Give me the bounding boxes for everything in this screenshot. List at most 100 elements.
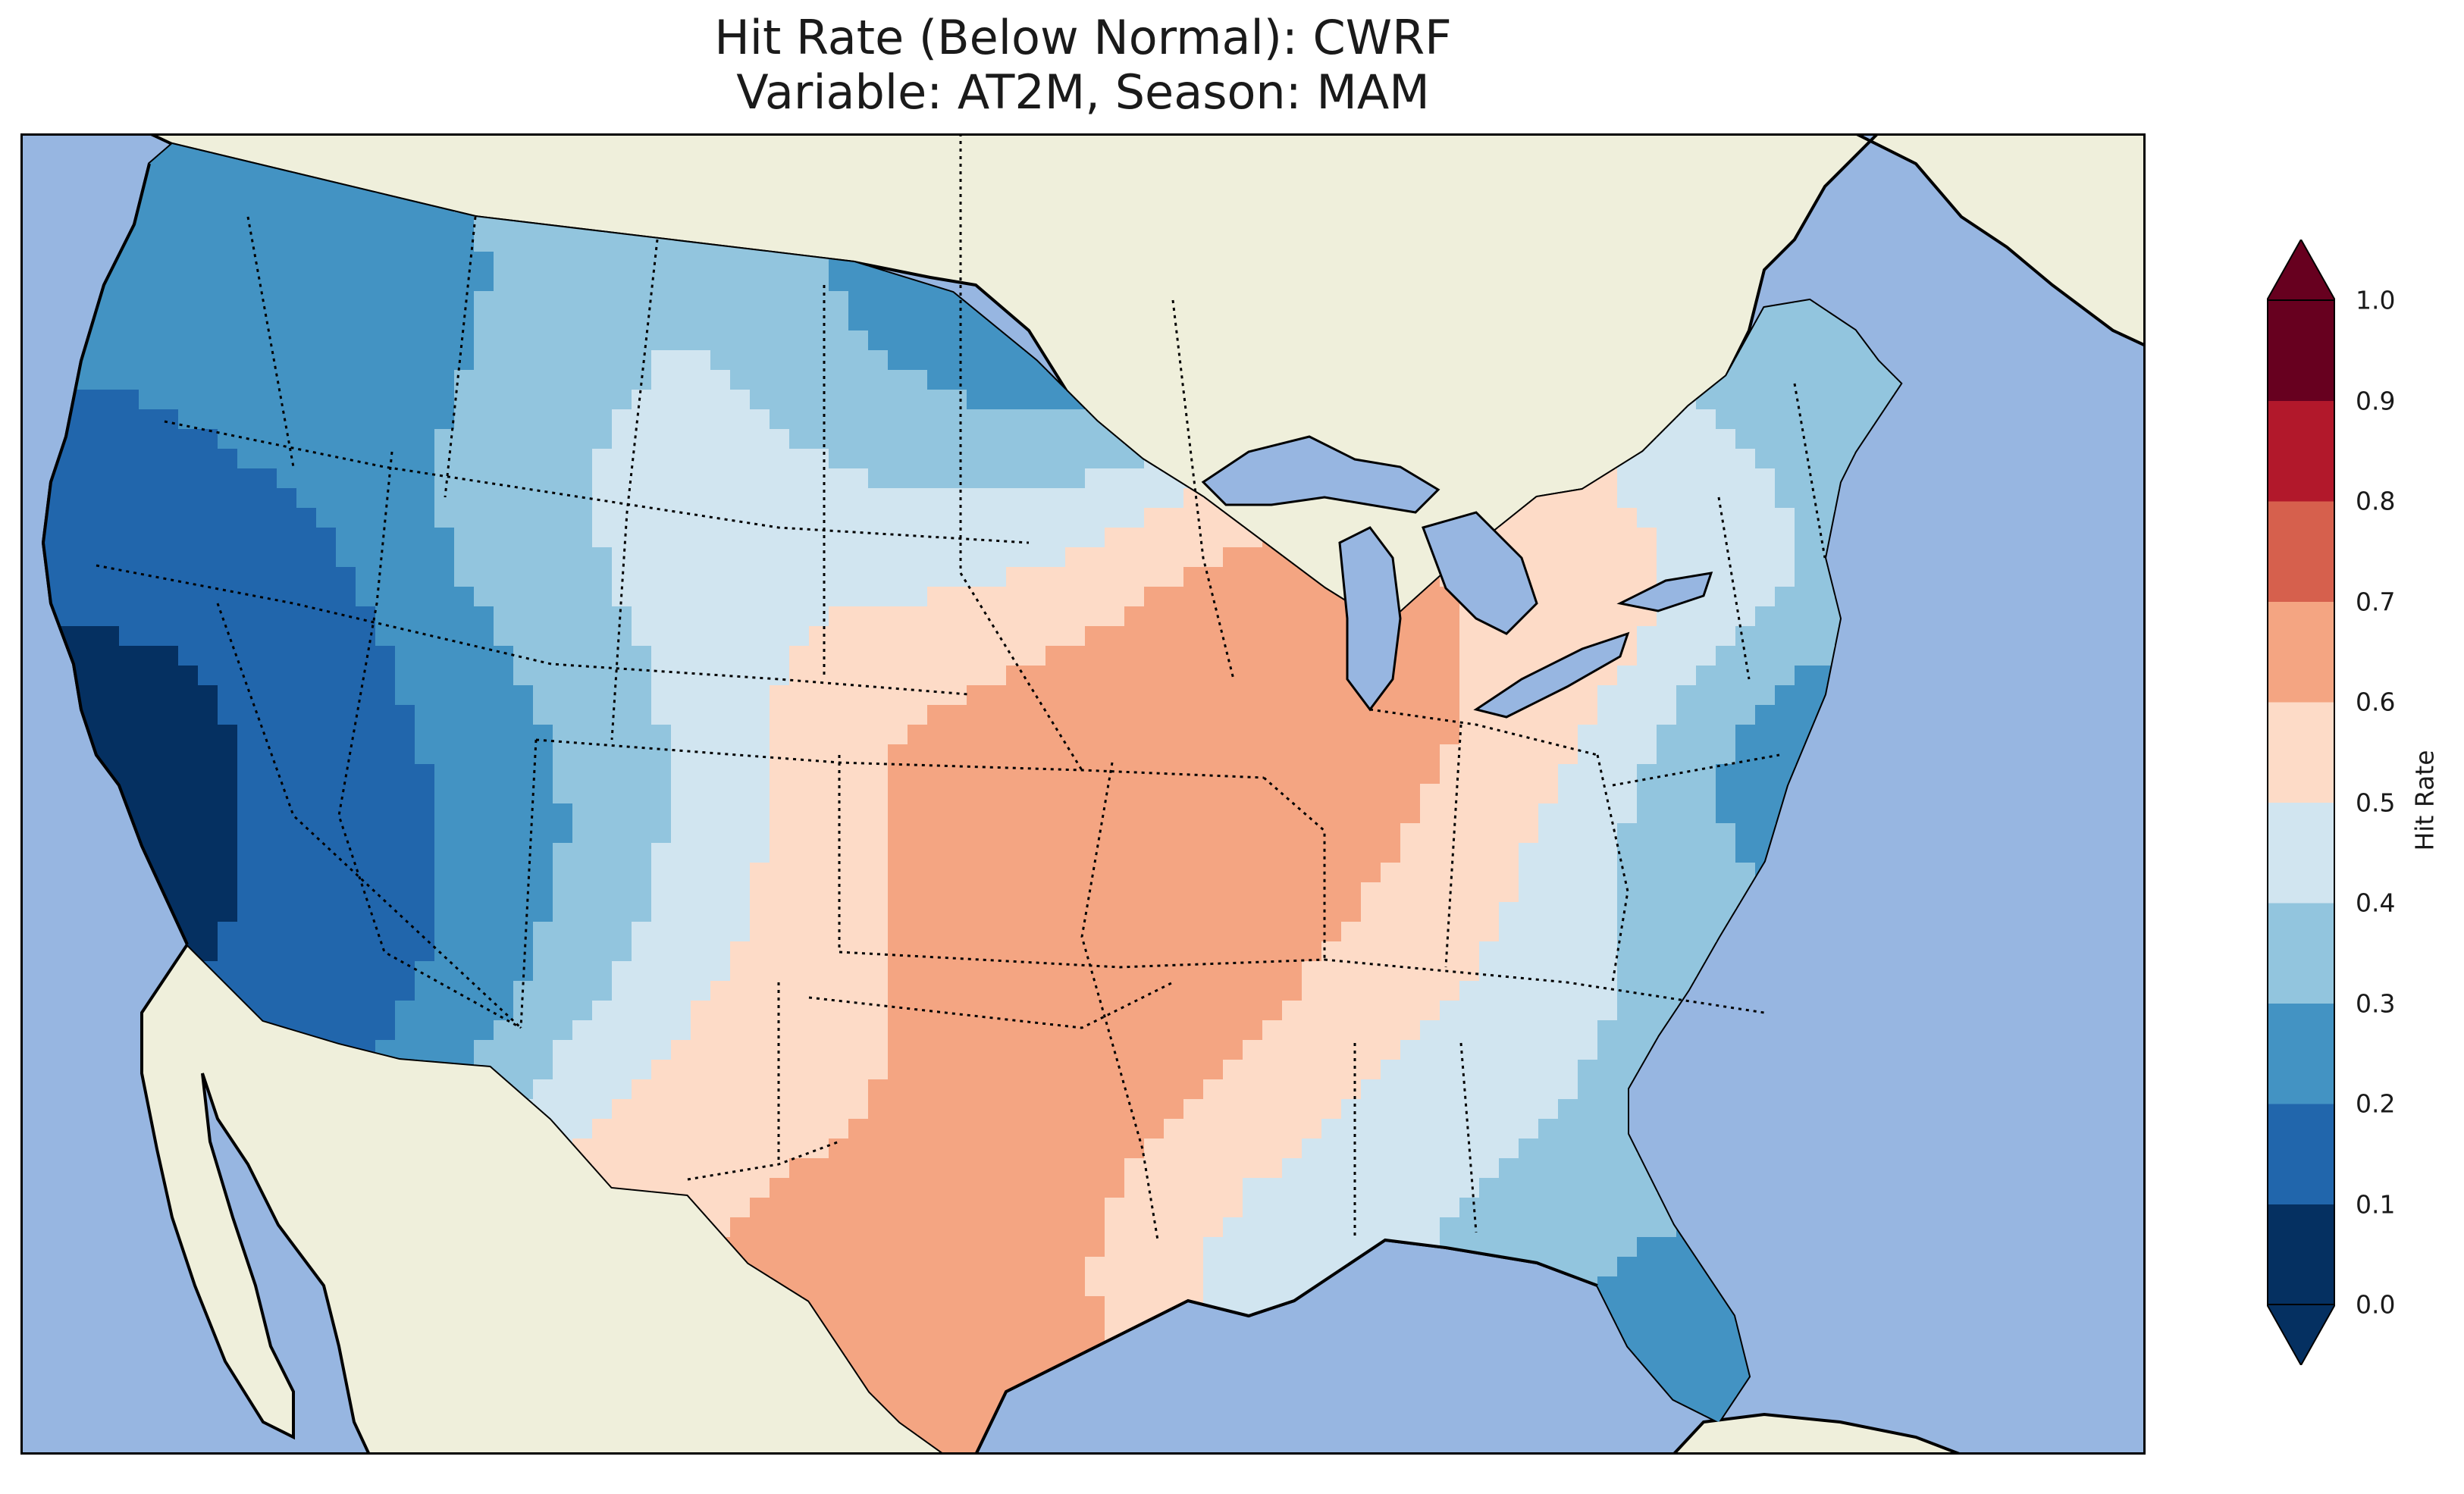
- grid-cell: [415, 370, 435, 390]
- grid-cell: [533, 1001, 553, 1021]
- grid-cell: [1479, 902, 1500, 922]
- grid-cell: [1440, 941, 1460, 962]
- grid-cell: [454, 902, 475, 922]
- grid-cell: [691, 468, 711, 489]
- grid-cell: [1302, 902, 1322, 922]
- grid-cell: [99, 468, 120, 489]
- grid-cell: [296, 764, 317, 785]
- grid-cell: [1617, 606, 1638, 627]
- grid-cell: [1775, 587, 1795, 607]
- grid-cell: [848, 902, 869, 922]
- grid-cell: [1420, 902, 1440, 922]
- grid-cell: [1479, 882, 1500, 903]
- grid-cell: [336, 1001, 356, 1021]
- grid-cell: [356, 291, 376, 312]
- grid-cell: [1361, 922, 1381, 942]
- grid-cell: [632, 961, 652, 982]
- grid-cell: [908, 803, 928, 824]
- grid-cell: [198, 646, 218, 666]
- grid-cell: [1085, 429, 1105, 449]
- grid-cell: [1420, 725, 1440, 745]
- grid-cell: [1243, 784, 1263, 804]
- grid-cell: [1341, 764, 1362, 785]
- grid-cell: [1026, 528, 1046, 548]
- grid-cell: [868, 350, 889, 371]
- grid-cell: [789, 528, 810, 548]
- grid-cell: [1105, 666, 1125, 686]
- grid-cell: [434, 252, 455, 272]
- grid-cell: [375, 390, 396, 410]
- grid-cell: [533, 843, 553, 863]
- grid-cell: [1775, 409, 1795, 430]
- grid-cell: [927, 587, 948, 607]
- grid-cell: [178, 666, 199, 686]
- grid-cell: [99, 547, 120, 568]
- grid-cell: [356, 567, 376, 587]
- grid-cell: [336, 685, 356, 706]
- grid-cell: [691, 803, 711, 824]
- grid-cell: [1657, 863, 1677, 883]
- grid-cell: [1795, 646, 1815, 666]
- grid-cell: [1420, 1020, 1440, 1041]
- grid-cell: [1459, 961, 1480, 982]
- grid-cell: [947, 528, 967, 548]
- grid-cell: [986, 863, 1007, 883]
- grid-cell: [1519, 902, 1539, 922]
- grid-cell: [1203, 666, 1224, 686]
- grid-cell: [158, 488, 179, 509]
- grid-cell: [158, 823, 179, 844]
- grid-cell: [1558, 1001, 1578, 1021]
- grid-cell: [1420, 922, 1440, 942]
- grid-cell: [1065, 823, 1086, 844]
- grid-cell: [474, 370, 494, 390]
- grid-cell: [1361, 981, 1381, 1001]
- grid-cell: [809, 666, 829, 686]
- grid-cell: [1105, 468, 1125, 489]
- grid-cell: [1637, 803, 1657, 824]
- grid-cell: [572, 666, 593, 686]
- grid-cell: [395, 725, 415, 745]
- grid-cell: [356, 922, 376, 942]
- grid-cell: [592, 941, 613, 962]
- grid-cell: [316, 508, 337, 528]
- grid-cell: [1716, 429, 1736, 449]
- grid-cell: [474, 784, 494, 804]
- grid-cell: [474, 1020, 494, 1041]
- grid-cell: [1519, 508, 1539, 528]
- grid-cell: [710, 666, 731, 686]
- grid-cell: [257, 330, 277, 351]
- grid-cell: [1420, 981, 1440, 1001]
- grid-cell: [237, 902, 258, 922]
- grid-cell: [986, 705, 1007, 725]
- grid-cell: [868, 863, 889, 883]
- grid-cell: [553, 449, 573, 469]
- grid-cell: [1341, 882, 1362, 903]
- grid-cell: [158, 725, 179, 745]
- grid-cell: [375, 843, 396, 863]
- grid-cell: [198, 252, 218, 272]
- grid-cell: [1006, 646, 1027, 666]
- grid-cell: [257, 843, 277, 863]
- grid-cell: [1400, 784, 1421, 804]
- grid-cell: [908, 744, 928, 765]
- grid-cell: [474, 764, 494, 785]
- grid-cell: [1223, 784, 1243, 804]
- grid-cell: [809, 685, 829, 706]
- grid-cell: [750, 685, 770, 706]
- grid-cell: [1164, 941, 1184, 962]
- grid-cell: [730, 606, 751, 627]
- grid-cell: [1657, 784, 1677, 804]
- grid-cell: [632, 528, 652, 548]
- grid-cell: [1341, 784, 1362, 804]
- grid-cell: [237, 725, 258, 745]
- grid-cell: [395, 705, 415, 725]
- grid-cell: [592, 863, 613, 883]
- grid-cell: [572, 764, 593, 785]
- grid-cell: [572, 508, 593, 528]
- grid-cell: [868, 488, 889, 509]
- grid-cell: [868, 646, 889, 666]
- grid-cell: [671, 429, 691, 449]
- grid-cell: [927, 606, 948, 627]
- grid-cell: [1085, 449, 1105, 469]
- grid-cell: [947, 981, 967, 1001]
